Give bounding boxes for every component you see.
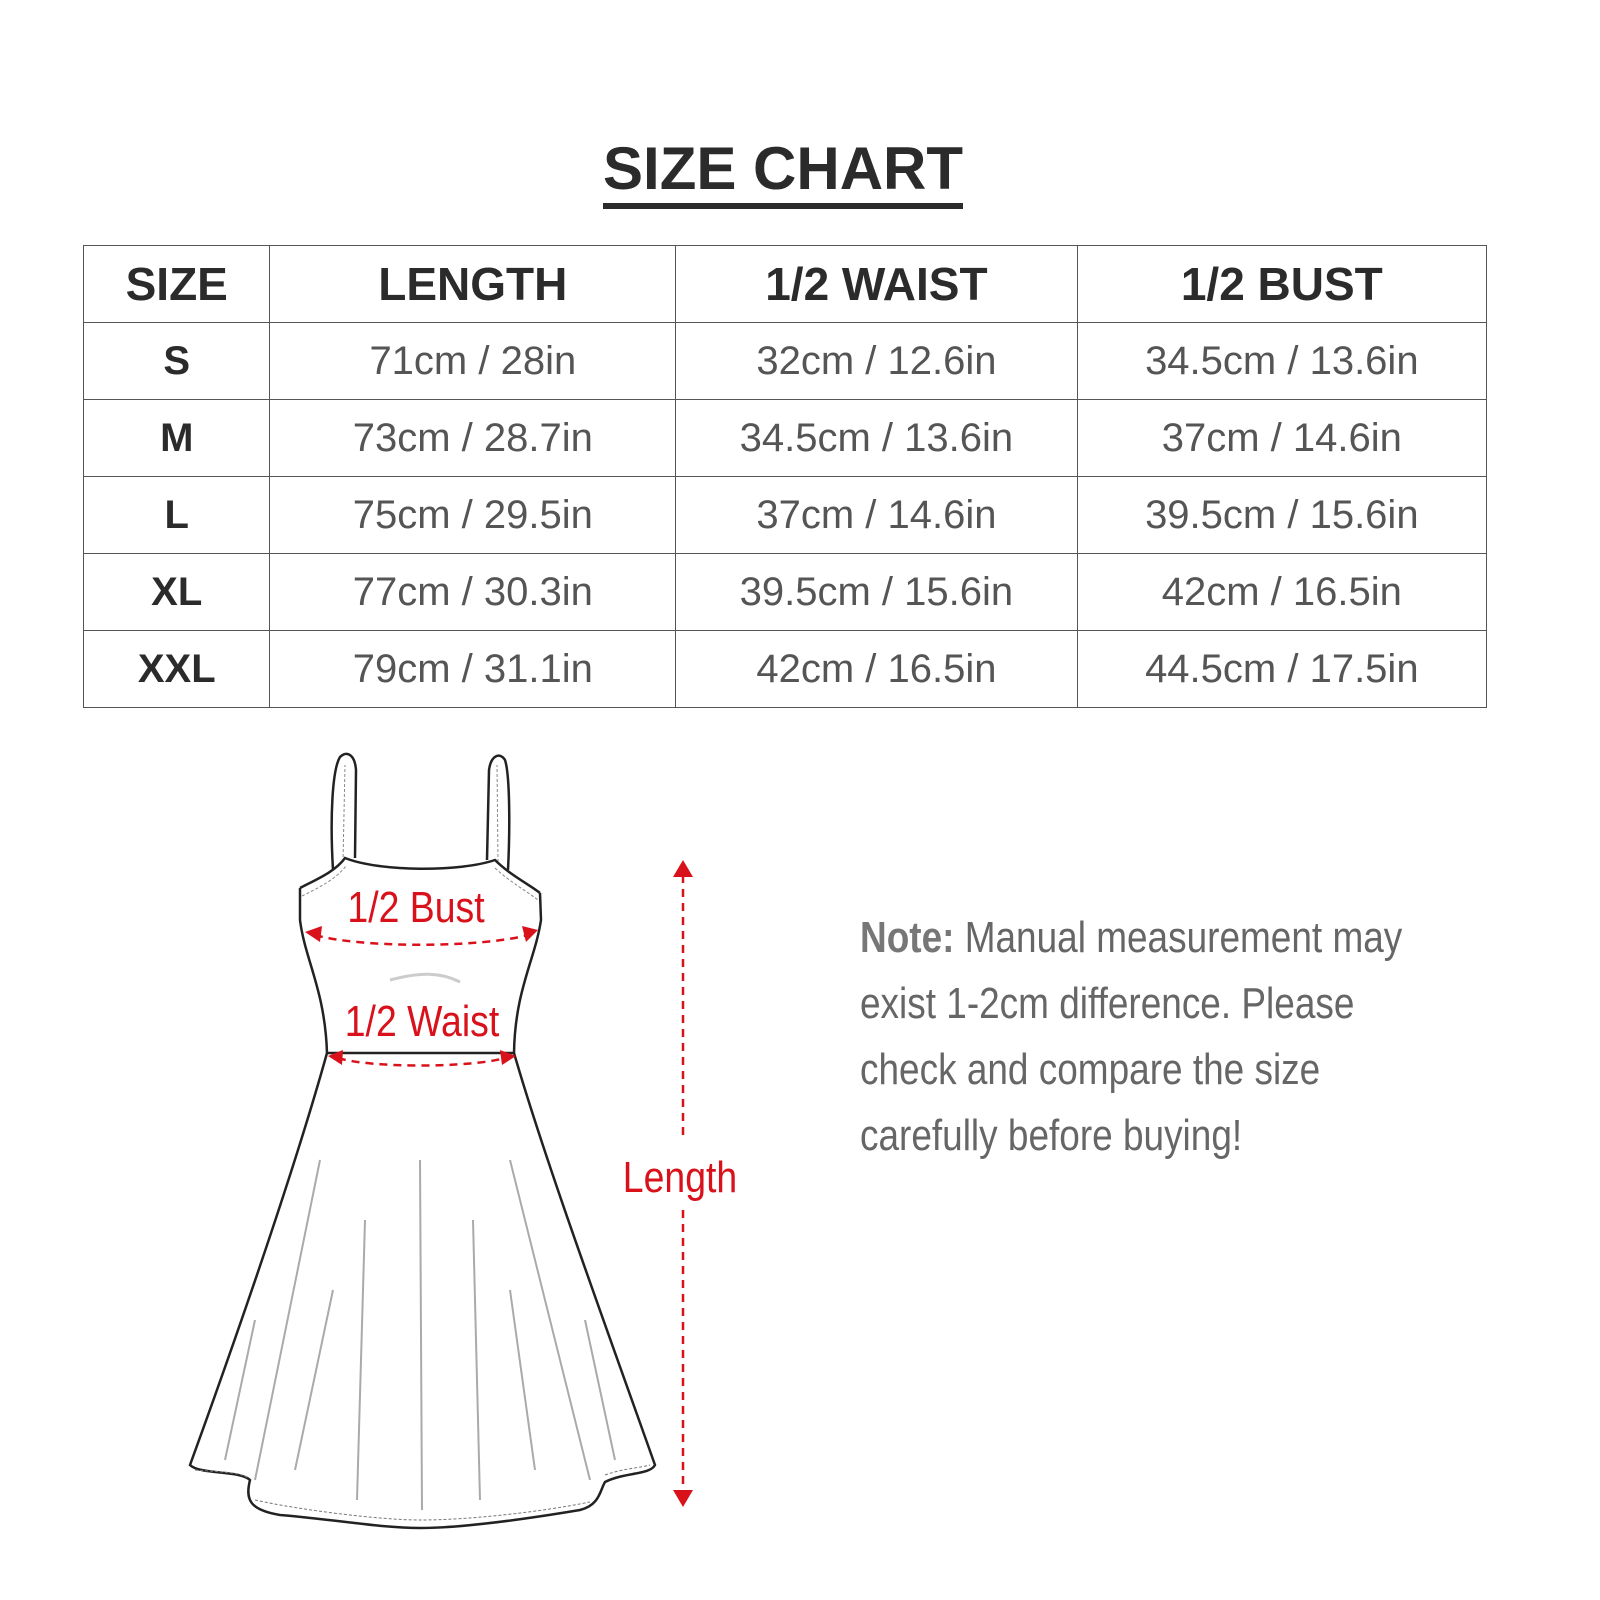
bust-cell: 34.5cm / 13.6in	[1076, 322, 1488, 400]
bodice-left	[298, 888, 329, 1054]
length-cell: 75cm / 29.5in	[269, 476, 677, 554]
title-text: SIZE CHART	[603, 135, 963, 209]
size-cell: L	[82, 476, 271, 554]
left-strap	[330, 752, 358, 871]
header-waist: 1/2 WAIST	[675, 245, 1078, 323]
waist-cell: 34.5cm / 13.6in	[675, 399, 1078, 477]
waist-cell: 32cm / 12.6in	[675, 322, 1078, 400]
table-row: XL 77cm / 30.3in 39.5cm / 15.6in 42cm / 16.…	[82, 553, 1488, 631]
waist-cell: 39.5cm / 15.6in	[675, 553, 1078, 631]
table-header-row: SIZE LENGTH 1/2 WAIST 1/2 BUST	[82, 245, 1488, 323]
length-cell: 77cm / 30.3in	[269, 553, 677, 631]
header-bust: 1/2 BUST	[1076, 245, 1488, 323]
size-cell: XL	[82, 553, 271, 631]
table-row: M 73cm / 28.7in 34.5cm / 13.6in 37cm / 14.6…	[82, 399, 1488, 477]
length-cell: 79cm / 31.1in	[269, 630, 677, 708]
waist-measure-arrow	[328, 1050, 516, 1067]
bodice-right	[512, 892, 543, 1054]
size-cell: XXL	[82, 630, 271, 708]
bust-cell: 44.5cm / 17.5in	[1076, 630, 1488, 708]
right-strap	[485, 754, 511, 871]
bust-label: 1/2 Bust	[347, 882, 485, 932]
table-row: XXL 79cm / 31.1in 42cm / 16.5in 44.5cm / 17…	[82, 630, 1488, 708]
note-label: Note:	[860, 913, 955, 962]
length-label: Length	[623, 1152, 737, 1202]
note-body: Manual measurement may exist 1-2cm diffe…	[860, 913, 1403, 1160]
waist-cell: 37cm / 14.6in	[675, 476, 1078, 554]
neckline	[299, 856, 541, 894]
bust-cell: 39.5cm / 15.6in	[1076, 476, 1488, 554]
waist-label: 1/2 Waist	[345, 996, 500, 1046]
note-text: Note: Manual measurement may exist 1-2cm…	[860, 905, 1448, 1169]
size-table: SIZE LENGTH 1/2 WAIST 1/2 BUST S 71cm / 2…	[82, 245, 1488, 708]
waist-cell: 42cm / 16.5in	[675, 630, 1078, 708]
skirt	[188, 1052, 657, 1530]
table-row: S 71cm / 28in 32cm / 12.6in 34.5cm / 13.6in	[82, 322, 1488, 400]
header-size: SIZE	[82, 245, 271, 323]
table-row: L 75cm / 29.5in 37cm / 14.6in 39.5cm / 15.6…	[82, 476, 1488, 554]
size-cell: M	[82, 399, 271, 477]
header-length: LENGTH	[269, 245, 677, 323]
bust-measure-arrow	[305, 926, 538, 946]
size-chart-title: SIZE CHART	[0, 135, 1566, 209]
bust-cell: 37cm / 14.6in	[1076, 399, 1488, 477]
length-measure-arrow	[673, 860, 693, 1507]
dress-outline	[188, 752, 657, 1530]
